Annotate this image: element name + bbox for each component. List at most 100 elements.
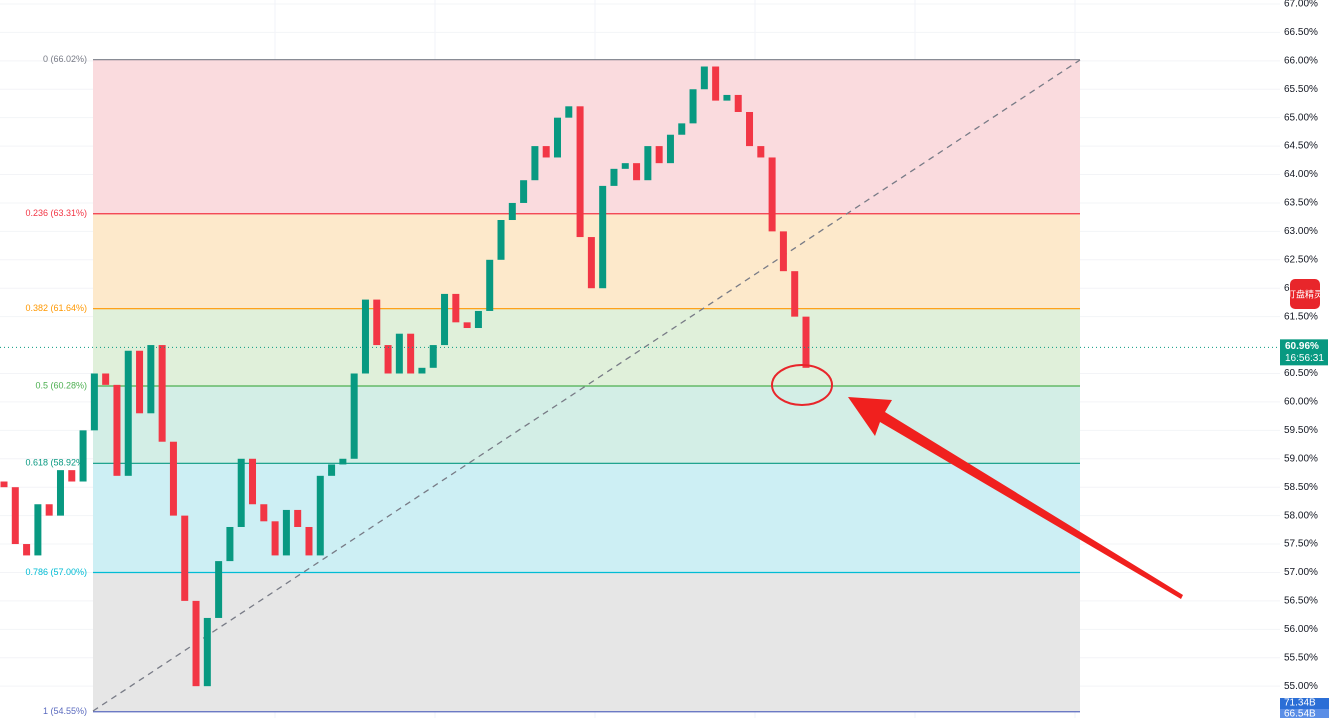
- y-tick-label: 55.00%: [1284, 681, 1318, 692]
- candle-body: [508, 202, 516, 221]
- candle-body: [79, 430, 87, 482]
- candle-body: [734, 94, 742, 112]
- y-tick-label: 58.00%: [1284, 510, 1318, 521]
- y-tick-label: 65.50%: [1284, 84, 1318, 95]
- candle-body: [700, 66, 708, 90]
- y-tick-label: 66.00%: [1284, 55, 1318, 66]
- candle-body: [113, 384, 121, 476]
- candle-body: [226, 526, 234, 562]
- candle-body: [203, 617, 211, 687]
- candle-body: [11, 487, 19, 545]
- last-price-tag: [1280, 339, 1328, 366]
- y-tick-label: 66.50%: [1284, 27, 1318, 38]
- candle-body: [655, 146, 663, 164]
- candle-body: [587, 237, 595, 289]
- candle-body: [779, 231, 787, 272]
- candle-body: [23, 544, 31, 556]
- candle-body: [599, 185, 607, 289]
- candle-body: [361, 299, 369, 374]
- volume-tag-text: 71.34B: [1284, 698, 1316, 709]
- candle-body: [68, 470, 76, 482]
- fib-label: 0.5 (60.28%): [35, 380, 87, 390]
- y-tick-label: 61.50%: [1284, 311, 1318, 322]
- y-tick-label: 65.00%: [1284, 112, 1318, 123]
- badge-text: 盯盘精灵: [1287, 288, 1323, 299]
- candle-body: [746, 111, 754, 147]
- candle-body: [147, 345, 155, 414]
- y-tick-label: 60.50%: [1284, 368, 1318, 379]
- arrow: [848, 397, 1183, 599]
- candle-body: [531, 146, 539, 181]
- candle-body: [791, 271, 799, 317]
- y-tick-label: 64.00%: [1284, 169, 1318, 180]
- fib-label: 0.786 (57.00%): [25, 567, 87, 577]
- fib-label: 1 (54.55%): [43, 706, 87, 716]
- fib-label: 0 (66.02%): [43, 54, 87, 64]
- candle-body: [328, 464, 336, 476]
- candle-body: [169, 441, 177, 516]
- candle-body: [621, 163, 629, 169]
- y-tick-label: 62.50%: [1284, 254, 1318, 265]
- volume-tag: [1280, 709, 1329, 720]
- candle-body: [644, 146, 652, 181]
- fib-zone: [93, 463, 1080, 573]
- y-tick-label: 64.50%: [1284, 141, 1318, 152]
- candle-body: [249, 458, 257, 505]
- candle-body: [271, 521, 279, 556]
- candle-body: [407, 333, 415, 374]
- fib-label: 0.236 (63.31%): [25, 208, 87, 218]
- candle-body: [553, 117, 561, 158]
- candle-body: [520, 180, 528, 203]
- candle-body: [215, 561, 223, 618]
- candle-body: [802, 316, 810, 368]
- y-tick-label: 60.00%: [1284, 397, 1318, 408]
- candle-body: [316, 475, 324, 556]
- candle-body: [610, 168, 618, 186]
- candle-body: [486, 259, 494, 311]
- y-tick-label: 55.50%: [1284, 652, 1318, 663]
- y-tick-label: 57.00%: [1284, 567, 1318, 578]
- candle-body: [282, 509, 290, 556]
- volume-tag-text: 66.54B: [1284, 709, 1316, 718]
- fib-zone: [93, 213, 1080, 309]
- y-tick-label: 59.50%: [1284, 425, 1318, 436]
- fib-zone: [93, 572, 1080, 712]
- candle-body: [237, 458, 245, 527]
- fib-zone: [93, 59, 1080, 214]
- candle-body: [34, 504, 42, 556]
- candle-body: [576, 106, 584, 238]
- y-tick-label: 63.50%: [1284, 198, 1318, 209]
- y-tick-label: 57.50%: [1284, 539, 1318, 550]
- candle-body: [384, 345, 392, 374]
- candle-body: [678, 123, 686, 135]
- candle-body: [463, 322, 471, 329]
- candle-body: [350, 373, 358, 459]
- candle-body: [181, 515, 189, 601]
- candle-body: [666, 134, 674, 164]
- candle-body: [768, 157, 776, 232]
- y-tick-label: 59.00%: [1284, 453, 1318, 464]
- volume-tag: [1280, 698, 1329, 709]
- highlight-circle: [771, 364, 833, 406]
- candle-body: [45, 504, 53, 516]
- candle-body: [474, 310, 482, 329]
- candle-body: [90, 373, 98, 431]
- fib-zone: [93, 308, 1080, 387]
- candle-body: [429, 345, 437, 368]
- y-tick-label: 63.00%: [1284, 226, 1318, 237]
- candle-body: [565, 106, 573, 118]
- y-tick-label: 58.50%: [1284, 482, 1318, 493]
- candle-body: [633, 163, 641, 181]
- candle-body: [56, 470, 64, 516]
- candle-body: [0, 481, 8, 488]
- y-tick-label: 56.50%: [1284, 596, 1318, 607]
- candle-body: [452, 293, 460, 323]
- y-tick-label: 56.00%: [1284, 624, 1318, 635]
- candle-body: [158, 345, 166, 442]
- y-tick-label: 67.00%: [1284, 0, 1318, 10]
- candle-body: [339, 458, 347, 465]
- candle-body: [542, 146, 550, 158]
- candle-body: [723, 94, 731, 101]
- candle-body: [395, 333, 403, 374]
